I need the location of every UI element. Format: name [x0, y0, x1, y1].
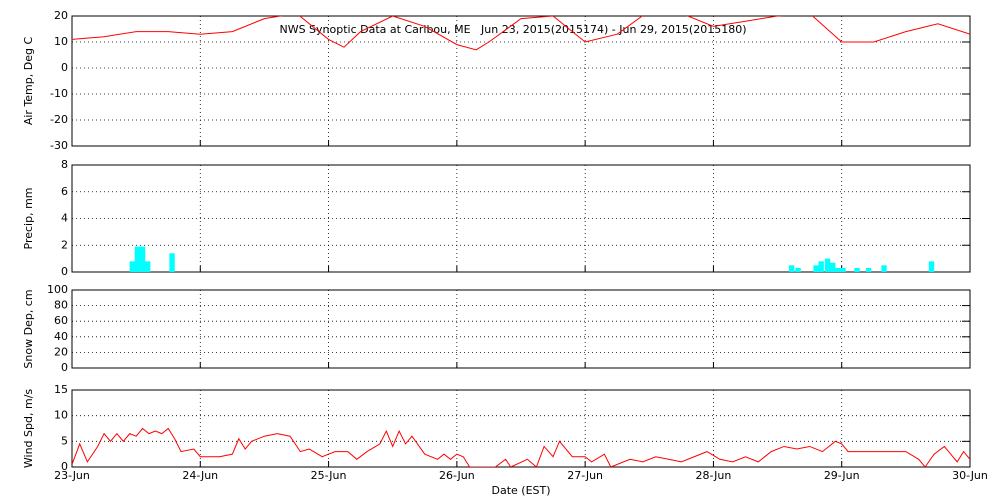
- x-tick-label: 25-Jun: [311, 469, 347, 482]
- bar: [835, 267, 841, 272]
- y-tick-label: 2: [61, 238, 68, 251]
- plot-frame: [71, 164, 971, 273]
- y-tick-label: 60: [54, 314, 68, 327]
- x-tick-label: 28-Jun: [696, 469, 732, 482]
- bar: [818, 261, 824, 272]
- y-tick-label: 20: [54, 9, 68, 22]
- plot-frame: [71, 15, 971, 147]
- bar: [854, 267, 860, 272]
- bar: [824, 258, 831, 272]
- plot-frame: [71, 389, 971, 468]
- y-tick-label: 4: [61, 212, 68, 225]
- y-axis-label: Snow Dep, cm: [22, 289, 35, 368]
- y-tick-label: 80: [54, 299, 68, 312]
- y-tick-label: 40: [54, 330, 68, 343]
- series-line: [72, 16, 970, 51]
- x-tick-label: 26-Jun: [439, 469, 475, 482]
- bar: [129, 261, 135, 272]
- series-line: [72, 427, 970, 467]
- y-tick-label: -20: [50, 113, 68, 126]
- y-axis-label: Precip, mm: [22, 188, 35, 250]
- bar: [881, 265, 887, 272]
- y-tick-label: 100: [47, 283, 68, 296]
- y-tick-label: 10: [54, 409, 68, 422]
- bar: [830, 262, 836, 272]
- x-tick-label: 23-Jun: [54, 469, 90, 482]
- series-group: [72, 427, 970, 467]
- bar: [139, 246, 146, 272]
- y-axis-label: Wind Spd, m/s: [22, 389, 35, 469]
- y-tick-label: -30: [50, 139, 68, 152]
- plot-frame: [71, 289, 971, 369]
- y-tick-label: 0: [61, 61, 68, 74]
- bar: [134, 246, 141, 272]
- x-tick-label: 24-Jun: [182, 469, 218, 482]
- x-axis-label: Date (EST): [491, 484, 550, 497]
- y-tick-label: 15: [54, 383, 68, 396]
- y-axis-label: Air Temp, Deg C: [22, 37, 35, 126]
- bar: [840, 267, 846, 272]
- bar: [865, 267, 872, 272]
- y-tick-label: 0: [61, 265, 68, 278]
- bar: [928, 261, 935, 272]
- x-tick-label: 30-Jun: [952, 469, 988, 482]
- y-tick-label: -10: [50, 87, 68, 100]
- bar: [813, 265, 819, 272]
- y-tick-label: 8: [61, 158, 68, 171]
- bar: [169, 253, 175, 272]
- y-tick-label: 5: [61, 434, 68, 447]
- bar: [795, 267, 801, 272]
- y-tick-label: 6: [61, 185, 68, 198]
- x-tick-label: 29-Jun: [824, 469, 860, 482]
- y-tick-label: 10: [54, 35, 68, 48]
- y-tick-label: 0: [61, 460, 68, 473]
- bar: [145, 261, 151, 272]
- series-group: [72, 16, 970, 51]
- chart-title: NWS Synoptic Data at Caribou, ME Jun 23,…: [279, 23, 746, 36]
- x-tick-label: 27-Jun: [567, 469, 603, 482]
- bar: [789, 265, 795, 272]
- series-group: [129, 246, 935, 272]
- y-tick-label: 0: [61, 361, 68, 374]
- y-tick-label: 20: [54, 345, 68, 358]
